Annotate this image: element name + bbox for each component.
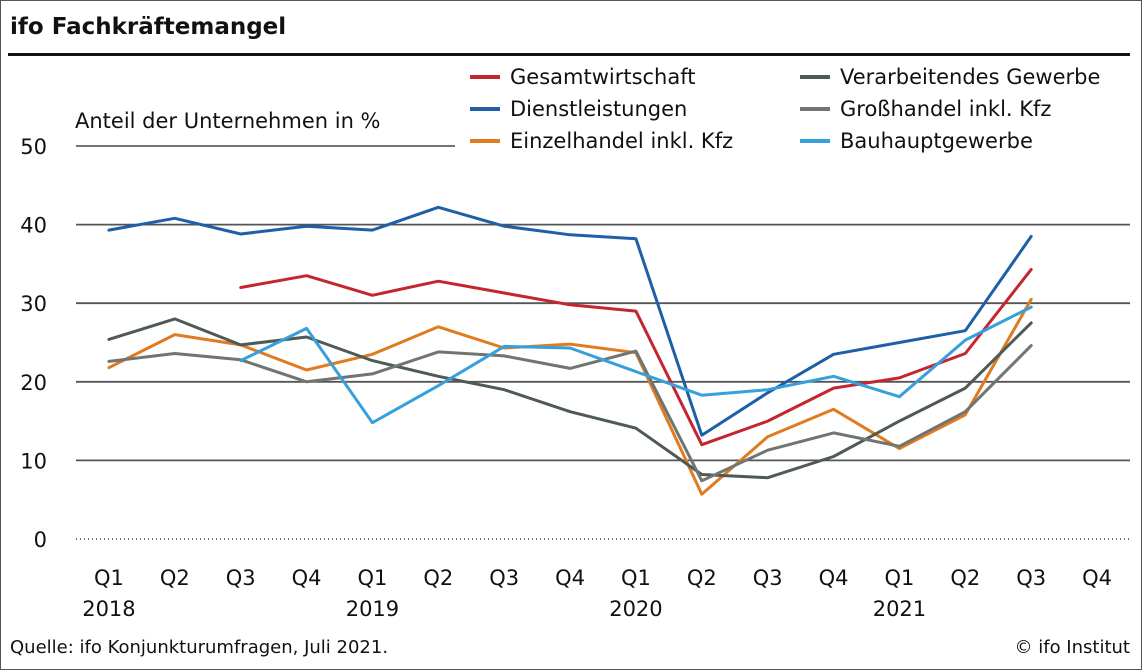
x-tick-label: Q2 [687, 566, 717, 590]
y-tick-label: 0 [34, 528, 47, 552]
series-line-4 [107, 317, 1033, 480]
year-label: 2021 [873, 597, 926, 621]
legend-item-4: Verarbeitendes Gewerbe [800, 65, 1100, 89]
y-axis-ticks: 0 10 20 30 40 50 [20, 135, 47, 552]
year-label: 2018 [82, 597, 135, 621]
x-tick-label: Q1 [621, 566, 651, 590]
series-line-3 [107, 297, 1033, 496]
x-tick-label: Q3 [753, 566, 783, 590]
x-tick-label: Q2 [160, 566, 190, 590]
legend-item-2: Dienstleistungen [470, 97, 687, 121]
x-axis-ticks: Q1 Q2 Q3 Q4 Q1 Q2 Q3 Q4 Q1 Q2 Q3 Q4 Q1 Q2 Q3 Q4 2018 2019… [82, 566, 1112, 621]
chart-title: ifo Fachkräftemangel [10, 14, 287, 40]
legend-label: Dienstleistungen [510, 97, 687, 121]
legend-item-5: Großhandel inkl. Kfz [800, 97, 1051, 121]
copyright-note: © ifo Institut [1014, 637, 1130, 658]
x-tick-label: Q1 [357, 566, 387, 590]
series-line-5 [107, 344, 1033, 483]
legend-label: Gesamtwirtschaft [510, 65, 696, 89]
series-lines [107, 205, 1033, 496]
x-tick-label: Q1 [884, 566, 914, 590]
year-label: 2019 [346, 597, 399, 621]
x-tick-label: Q2 [950, 566, 980, 590]
legend: Gesamtwirtschaft Dienstleistungen Einzelha… [470, 65, 1100, 153]
x-tick-label: Q3 [489, 566, 519, 590]
x-tick-label: Q4 [1082, 566, 1112, 590]
legend-label: Einzelhandel inkl. Kfz [510, 129, 733, 153]
year-label: 2020 [609, 597, 662, 621]
legend-item-3: Einzelhandel inkl. Kfz [470, 129, 733, 153]
series-line-6 [239, 305, 1033, 425]
y-tick-label: 10 [20, 449, 47, 473]
y-tick-label: 20 [20, 371, 47, 395]
x-tick-label: Q3 [226, 566, 256, 590]
gridlines [76, 145, 1130, 540]
legend-item-6: Bauhauptgewerbe [800, 129, 1033, 153]
legend-label: Großhandel inkl. Kfz [840, 97, 1051, 121]
x-tick-label: Q4 [819, 566, 849, 590]
series-line-1 [239, 267, 1033, 447]
x-tick-label: Q4 [555, 566, 585, 590]
y-tick-label: 30 [20, 292, 47, 316]
legend-label: Verarbeitendes Gewerbe [840, 65, 1100, 89]
y-axis-label: Anteil der Unternehmen in % [75, 109, 381, 133]
x-tick-label: Q4 [292, 566, 322, 590]
x-tick-label: Q1 [94, 566, 124, 590]
y-tick-label: 40 [20, 214, 47, 238]
source-note: Quelle: ifo Konjunkturumfragen, Juli 202… [10, 637, 389, 658]
x-tick-label: Q2 [423, 566, 453, 590]
legend-item-1: Gesamtwirtschaft [470, 65, 696, 89]
title-rule [8, 53, 1130, 56]
legend-label: Bauhauptgewerbe [840, 129, 1033, 153]
y-tick-label: 50 [20, 135, 47, 159]
series-line-2 [107, 205, 1033, 437]
x-tick-label: Q3 [1016, 566, 1046, 590]
